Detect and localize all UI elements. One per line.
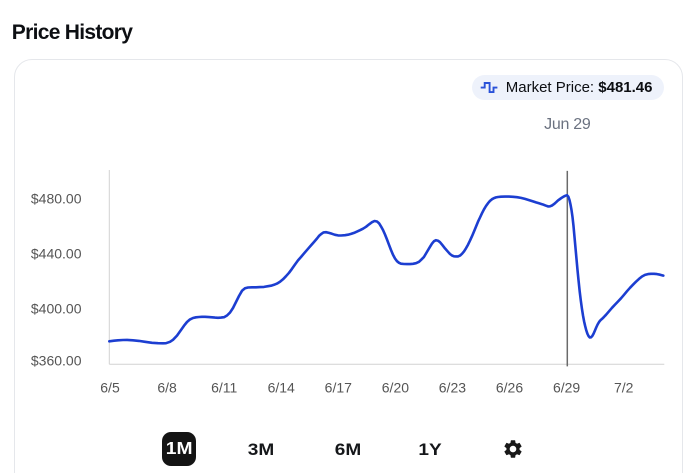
svg-text:6/17: 6/17 (325, 380, 352, 396)
svg-text:6/20: 6/20 (382, 380, 409, 396)
svg-text:$360.00: $360.00 (31, 353, 82, 369)
svg-text:7/2: 7/2 (614, 380, 634, 396)
svg-text:$480.00: $480.00 (31, 190, 82, 206)
svg-text:6/26: 6/26 (496, 380, 523, 396)
svg-text:6/5: 6/5 (100, 380, 120, 396)
svg-text:6/8: 6/8 (157, 380, 177, 396)
svg-text:6/23: 6/23 (439, 380, 466, 396)
svg-text:6/29: 6/29 (553, 380, 580, 396)
svg-text:6/14: 6/14 (268, 380, 295, 396)
svg-text:$440.00: $440.00 (31, 246, 82, 262)
svg-text:$400.00: $400.00 (31, 301, 82, 317)
svg-text:6/11: 6/11 (211, 380, 237, 396)
